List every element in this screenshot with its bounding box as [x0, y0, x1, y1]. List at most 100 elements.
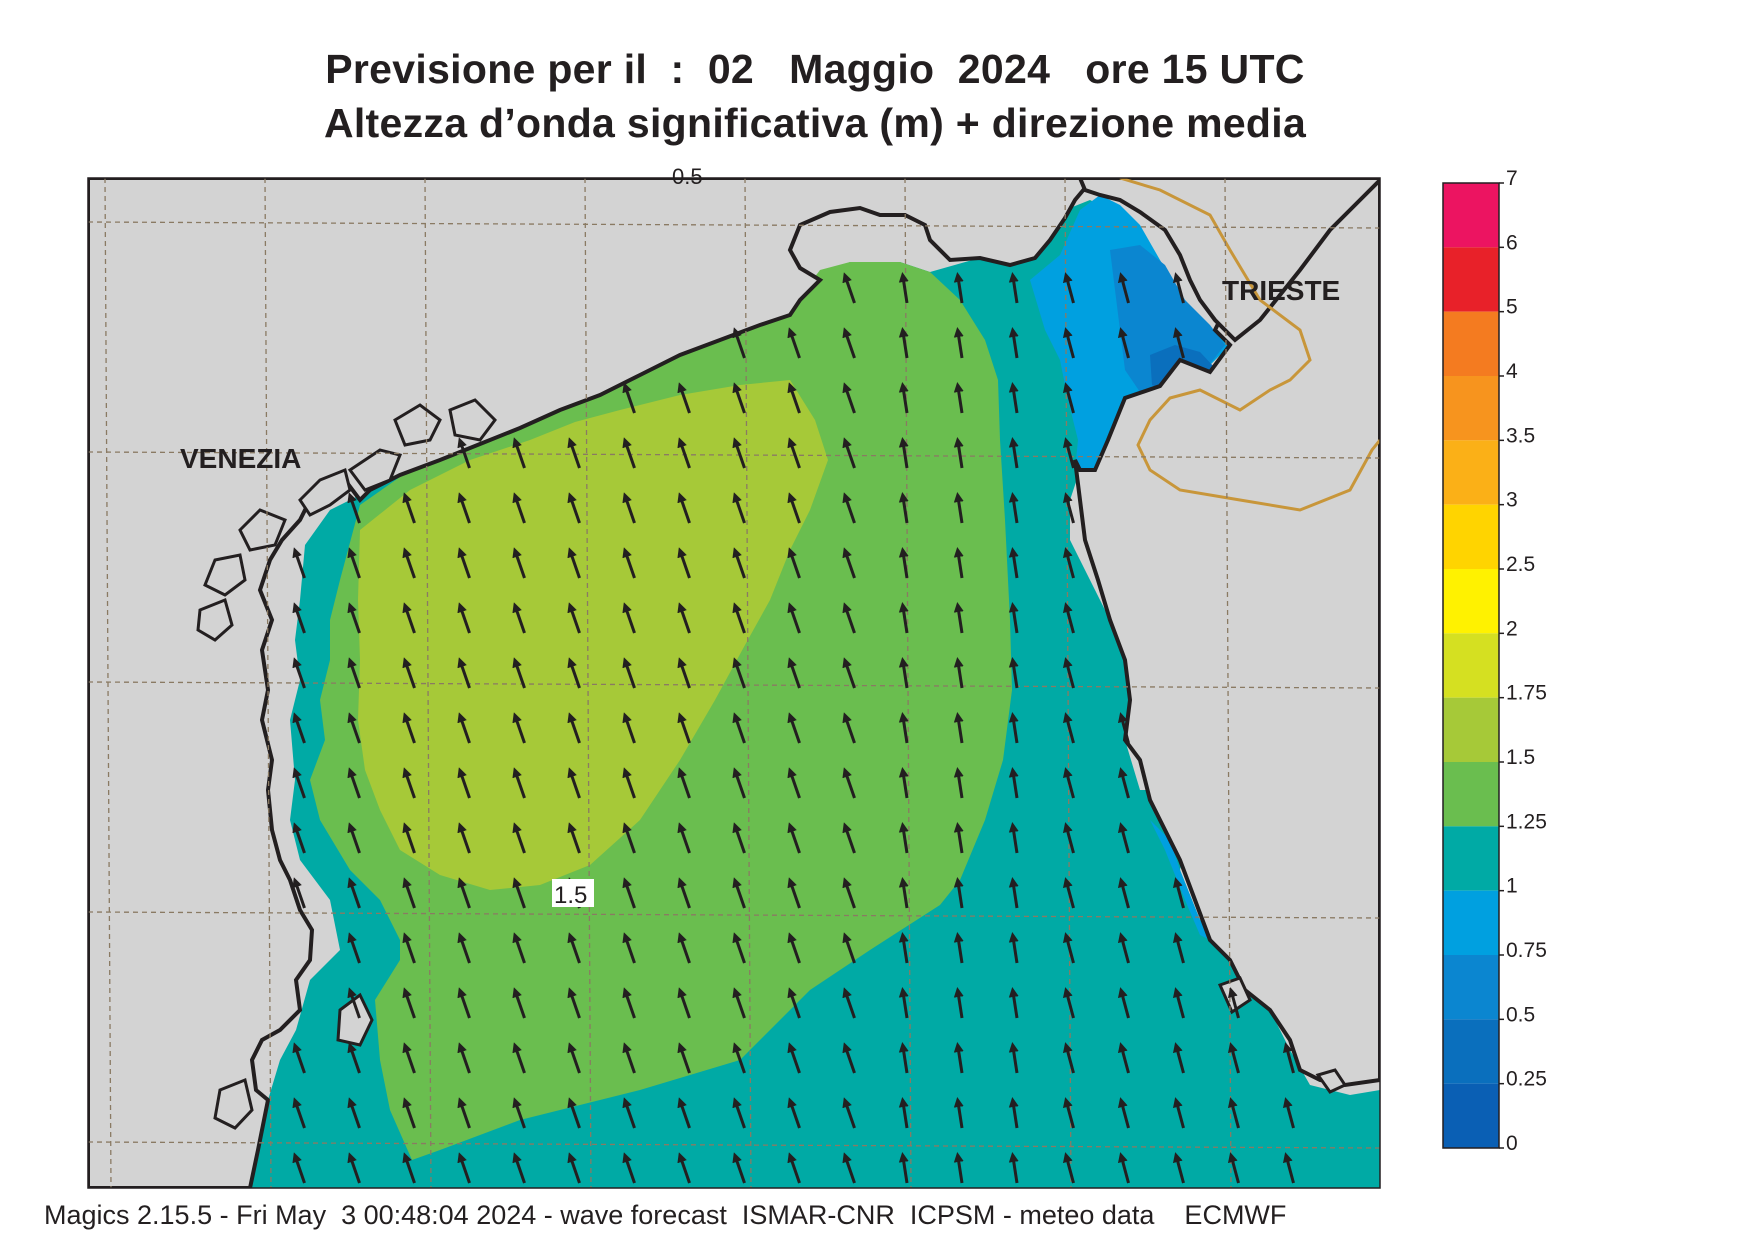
wave-direction-arrow	[622, 822, 636, 854]
wave-direction-arrow	[402, 822, 416, 854]
wave-direction-arrow	[512, 657, 526, 689]
wave-direction-arrow	[622, 1042, 636, 1074]
wave-direction-arrow	[347, 712, 361, 744]
wave-direction-arrow	[457, 932, 471, 964]
wave-direction-arrow	[842, 437, 856, 469]
wave-direction-arrow	[842, 1097, 856, 1129]
wave-direction-arrow	[622, 382, 636, 414]
wave-direction-arrow	[292, 822, 306, 854]
wave-direction-arrow	[402, 712, 416, 744]
wave-direction-arrow	[732, 492, 746, 524]
wave-direction-arrow	[1117, 1042, 1130, 1074]
wave-direction-arrow	[898, 547, 909, 579]
wave-direction-arrow	[402, 657, 416, 689]
wave-direction-arrow	[732, 987, 746, 1019]
wave-direction-arrow	[953, 822, 964, 854]
wave-direction-arrow	[457, 437, 471, 469]
wave-direction-arrow	[402, 602, 416, 634]
colorbar-tick-label: 1.5	[1506, 746, 1535, 769]
wave-direction-arrow	[347, 602, 361, 634]
colorbar-tick-label: 1.25	[1506, 810, 1547, 833]
wave-direction-arrow	[732, 1097, 746, 1129]
wave-direction-arrow	[842, 492, 856, 524]
wave-direction-arrow	[292, 877, 306, 909]
wave-direction-arrow	[1008, 547, 1019, 579]
wave-direction-arrow	[898, 492, 909, 524]
footer-credits: Magics 2.15.5 - Fri May 3 00:48:04 2024 …	[44, 1200, 1287, 1230]
wave-direction-arrow	[898, 272, 909, 304]
wave-direction-arrow	[898, 437, 909, 469]
colorbar-frame	[1442, 182, 1500, 1149]
wave-direction-arrow	[457, 712, 471, 744]
wave-direction-arrow	[898, 987, 909, 1019]
wave-direction-arrow	[842, 1042, 856, 1074]
map-frame	[87, 177, 1381, 1189]
wave-direction-arrow	[787, 712, 801, 744]
wave-direction-arrow	[842, 547, 856, 579]
wave-direction-arrow	[1008, 657, 1019, 689]
wave-direction-arrow	[347, 1042, 361, 1074]
wave-direction-arrow	[787, 327, 801, 359]
wave-direction-arrow	[732, 767, 746, 799]
wave-direction-arrow	[732, 657, 746, 689]
wave-direction-arrow	[1062, 822, 1075, 854]
wave-direction-arrow	[347, 932, 361, 964]
wave-direction-arrow	[567, 657, 581, 689]
wave-direction-arrow	[457, 987, 471, 1019]
colorbar-tick-label: 1	[1506, 875, 1518, 898]
wave-direction-arrow	[898, 932, 909, 964]
wave-direction-arrow	[402, 547, 416, 579]
wave-direction-arrow	[898, 602, 909, 634]
wave-direction-arrow	[732, 712, 746, 744]
colorbar-segment	[1443, 504, 1499, 569]
wave-direction-arrow	[953, 272, 964, 304]
wave-direction-arrow	[1172, 987, 1185, 1019]
wave-direction-arrow	[787, 492, 801, 524]
wave-direction-arrow	[347, 822, 361, 854]
wave-direction-arrow	[292, 547, 306, 579]
wave-direction-arrow	[567, 547, 581, 579]
colorbar-tick-label: 0	[1506, 1132, 1518, 1155]
wave-direction-arrow	[787, 1042, 801, 1074]
wave-direction-arrow	[1062, 492, 1075, 524]
wave-direction-arrow	[457, 1152, 471, 1184]
colorbar-segment	[1443, 569, 1499, 634]
colorbar-segment	[1443, 826, 1499, 891]
wave-direction-arrow	[402, 1042, 416, 1074]
wave-direction-arrow	[402, 987, 416, 1019]
wave-direction-arrow	[1008, 1152, 1019, 1184]
meridian-line	[584, 178, 592, 1188]
wave-direction-arrow	[1008, 272, 1019, 304]
wave-direction-arrow	[457, 657, 471, 689]
wave-direction-arrow	[953, 877, 964, 909]
wave-direction-arrow	[567, 767, 581, 799]
wave-direction-arrow	[622, 492, 636, 524]
meridian-line	[1224, 178, 1232, 1188]
wave-direction-arrow	[512, 547, 526, 579]
wave-direction-arrow	[842, 712, 856, 744]
wave-direction-arrow	[1172, 1042, 1185, 1074]
wave-direction-arrow	[567, 822, 581, 854]
wave-direction-arrow	[347, 1152, 361, 1184]
wave-direction-arrow	[512, 987, 526, 1019]
colorbar-segment	[1443, 633, 1499, 698]
wave-direction-arrow	[953, 767, 964, 799]
wave-direction-arrow	[512, 877, 526, 909]
wave-direction-arrow	[842, 932, 856, 964]
wave-direction-arrow	[567, 1097, 581, 1129]
wave-direction-arrow	[567, 987, 581, 1019]
wave-direction-arrow	[842, 382, 856, 414]
wave-direction-arrow	[842, 272, 856, 304]
wave-direction-arrow	[677, 1152, 691, 1184]
wave-direction-arrow	[1117, 822, 1130, 854]
wave-direction-arrow	[953, 327, 964, 359]
wave-direction-arrow	[842, 602, 856, 634]
wave-direction-arrow	[1172, 327, 1185, 359]
contour-label: 1.5	[554, 882, 587, 909]
wave-direction-arrow	[1008, 602, 1019, 634]
wave-direction-arrow	[953, 987, 964, 1019]
wave-direction-arrow	[1117, 877, 1130, 909]
wave-direction-arrow	[787, 437, 801, 469]
colorbar-tick-label: 0.5	[1506, 1003, 1535, 1026]
wave-direction-arrow	[1227, 1042, 1240, 1074]
